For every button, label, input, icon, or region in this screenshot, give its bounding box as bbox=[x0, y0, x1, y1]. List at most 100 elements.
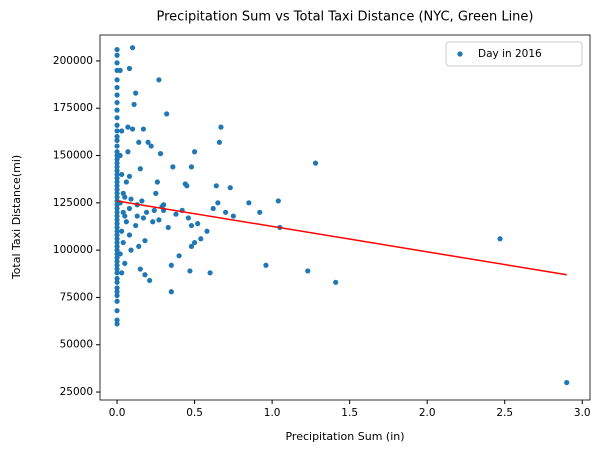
scatter-point bbox=[154, 179, 160, 185]
scatter-point bbox=[114, 262, 120, 268]
scatter-point bbox=[215, 200, 221, 206]
x-tick-label: 1.0 bbox=[264, 407, 281, 419]
scatter-point bbox=[114, 258, 120, 265]
scatter-point bbox=[564, 379, 570, 386]
scatter-point bbox=[128, 196, 134, 202]
scatter-point bbox=[119, 228, 125, 234]
scatter-point bbox=[198, 236, 204, 242]
scatter-point bbox=[160, 202, 167, 208]
scatter-point bbox=[114, 60, 120, 66]
plot-frame bbox=[99, 34, 591, 401]
scatter-point bbox=[122, 260, 128, 266]
scatter-point bbox=[117, 251, 123, 257]
scatter-point bbox=[117, 152, 123, 159]
scatter-point bbox=[114, 168, 120, 174]
scatter-point bbox=[114, 183, 120, 189]
scatter-point bbox=[142, 238, 148, 244]
y-tick-label: 125000 bbox=[53, 197, 93, 209]
scatter-point bbox=[114, 179, 120, 185]
scatter-point bbox=[246, 200, 252, 206]
scatter-point bbox=[126, 173, 133, 179]
x-axis-label: Precipitation Sum (in) bbox=[285, 430, 404, 443]
x-tick-label: 0.5 bbox=[186, 407, 203, 419]
scatter-point bbox=[275, 198, 281, 204]
scatter-point bbox=[119, 171, 125, 178]
scatter-point bbox=[114, 160, 120, 166]
trend-line bbox=[116, 200, 567, 276]
scatter-point bbox=[114, 217, 120, 223]
scatter-point bbox=[114, 224, 120, 231]
scatter-point bbox=[114, 289, 120, 295]
scatter-point bbox=[114, 194, 120, 200]
scatter-point bbox=[114, 321, 120, 327]
scatter-point bbox=[140, 126, 147, 132]
scatter-point bbox=[218, 124, 224, 130]
legend-label: Day in 2016 bbox=[478, 48, 542, 60]
scatter-point bbox=[114, 228, 120, 234]
scatter-point bbox=[114, 46, 120, 53]
scatter-point bbox=[185, 215, 191, 221]
scatter-point bbox=[157, 151, 164, 157]
scatter-point bbox=[114, 186, 120, 193]
scatter-point bbox=[125, 124, 131, 130]
scatter-point bbox=[216, 139, 222, 145]
scatter-point bbox=[204, 228, 210, 234]
y-tick-label: 100000 bbox=[53, 244, 93, 256]
scatter-point bbox=[191, 239, 198, 246]
scatter-point bbox=[153, 190, 159, 196]
scatter-point bbox=[168, 289, 174, 295]
y-tick-label: 50000 bbox=[60, 339, 93, 351]
scatter-point bbox=[187, 268, 193, 274]
scatter-point bbox=[126, 232, 133, 238]
scatter-point bbox=[142, 272, 148, 278]
scatter-point bbox=[123, 179, 129, 185]
scatter-point bbox=[150, 219, 156, 225]
scatter-point bbox=[133, 90, 139, 96]
scatter-point bbox=[156, 77, 162, 83]
scatter-point bbox=[119, 128, 125, 134]
scatter-point bbox=[114, 243, 120, 249]
scatter-point bbox=[207, 270, 213, 276]
y-tick-label: 75000 bbox=[60, 291, 93, 303]
scatter-point bbox=[114, 213, 120, 219]
scatter-point bbox=[114, 122, 120, 128]
scatter-point bbox=[114, 149, 120, 155]
y-tick-label: 200000 bbox=[53, 55, 93, 67]
scatter-point bbox=[122, 194, 128, 200]
scatter-point bbox=[114, 84, 120, 91]
scatter-point bbox=[114, 266, 120, 272]
scatter-point bbox=[114, 308, 120, 314]
scatter-point bbox=[114, 232, 120, 238]
scatter-point bbox=[230, 213, 236, 219]
scatter-point bbox=[114, 156, 120, 162]
scatter-point bbox=[120, 239, 126, 246]
scatter-point bbox=[114, 279, 120, 285]
scatter-point bbox=[114, 128, 120, 134]
scatter-point bbox=[223, 209, 229, 215]
scatter-point bbox=[143, 209, 150, 215]
y-tick-label: 150000 bbox=[53, 150, 93, 162]
scatter-point bbox=[333, 279, 339, 285]
scatter-point bbox=[305, 268, 311, 274]
x-tick-label: 0.0 bbox=[109, 407, 126, 419]
y-axis-label: Total Taxi Distance(mi) bbox=[10, 155, 23, 280]
scatter-point bbox=[114, 247, 120, 253]
legend-marker bbox=[457, 51, 463, 57]
scatter-point bbox=[114, 221, 120, 227]
scatter-point bbox=[133, 222, 139, 229]
scatter-point bbox=[114, 190, 120, 196]
scatter-point bbox=[129, 126, 136, 132]
scatter-point bbox=[140, 215, 147, 221]
scatter-point bbox=[114, 92, 120, 98]
scatter-point bbox=[137, 266, 143, 272]
scatter-point bbox=[191, 149, 198, 155]
scatter-point bbox=[151, 207, 157, 214]
scatter-point bbox=[114, 134, 120, 140]
scatter-point bbox=[114, 236, 120, 242]
scatter-point bbox=[188, 164, 195, 170]
scatter-point bbox=[126, 65, 133, 72]
scatter-point bbox=[128, 247, 134, 253]
scatter-point bbox=[188, 243, 195, 249]
scatter-point bbox=[213, 183, 219, 189]
